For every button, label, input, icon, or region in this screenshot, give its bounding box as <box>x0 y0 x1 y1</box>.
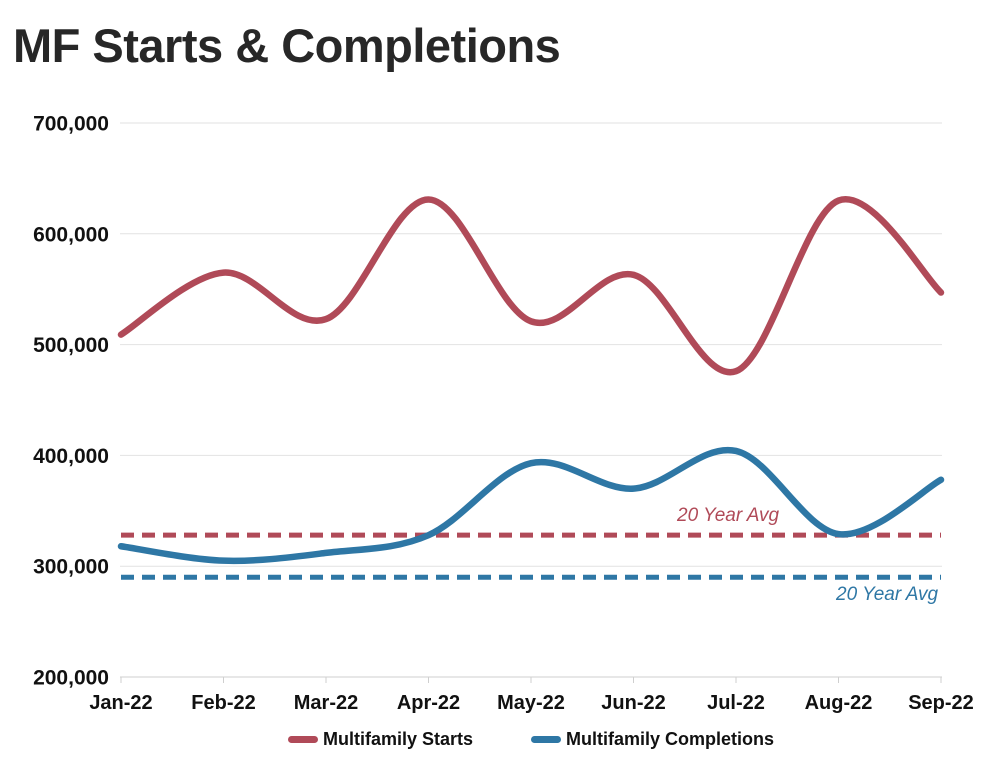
y-axis-label: 600,000 <box>33 223 109 246</box>
y-axis-label: 200,000 <box>33 667 109 690</box>
starts-avg-annotation: 20 Year Avg <box>677 505 780 526</box>
x-axis-label: Aug-22 <box>805 692 873 714</box>
y-axis-label: 300,000 <box>33 556 109 579</box>
starts-legend-label: Multifamily Starts <box>322 729 473 749</box>
y-axis-label: 700,000 <box>33 113 109 136</box>
x-axis-label: Feb-22 <box>191 692 255 714</box>
x-axis-label: Jun-22 <box>601 692 665 714</box>
chart-title: MF Starts & Completions <box>13 19 561 72</box>
x-axis-label: Sep-22 <box>908 692 974 714</box>
starts-legend-marker-icon <box>287 736 318 743</box>
x-axis-label: Mar-22 <box>294 692 358 714</box>
legend-item-starts[interactable]: Multifamily Starts <box>287 729 473 750</box>
completions-avg-annotation: 20 Year Avg <box>836 584 939 605</box>
legend-item-completions[interactable]: Multifamily Completions <box>531 729 774 750</box>
y-axis-label: 500,000 <box>33 334 109 357</box>
y-axis-label: 400,000 <box>33 445 109 468</box>
x-axis-label: Jul-22 <box>707 692 765 714</box>
starts-line-series <box>117 196 945 376</box>
completions-legend-label: Multifamily Completions <box>566 729 775 749</box>
completions-line-series <box>117 446 945 565</box>
x-axis-label: Apr-22 <box>397 692 460 714</box>
x-axis-label: Jan-22 <box>89 692 152 714</box>
completions-legend-marker-icon <box>531 736 561 743</box>
x-axis-label: May-22 <box>497 692 565 714</box>
legend: Multifamily Starts Multifamily Completio… <box>121 729 941 750</box>
